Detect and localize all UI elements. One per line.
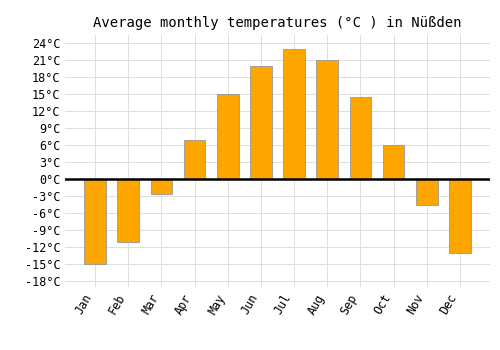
Bar <box>449 180 470 253</box>
Bar <box>416 180 438 205</box>
Bar <box>217 94 238 180</box>
Bar <box>84 180 106 264</box>
Bar <box>250 66 272 180</box>
Bar <box>184 140 206 180</box>
Bar <box>118 180 139 242</box>
Bar <box>350 97 371 180</box>
Bar <box>383 146 404 180</box>
Bar <box>316 61 338 180</box>
Bar <box>284 49 305 180</box>
Bar <box>150 180 172 194</box>
Title: Average monthly temperatures (°C ) in Nüßden: Average monthly temperatures (°C ) in Nü… <box>93 16 462 30</box>
